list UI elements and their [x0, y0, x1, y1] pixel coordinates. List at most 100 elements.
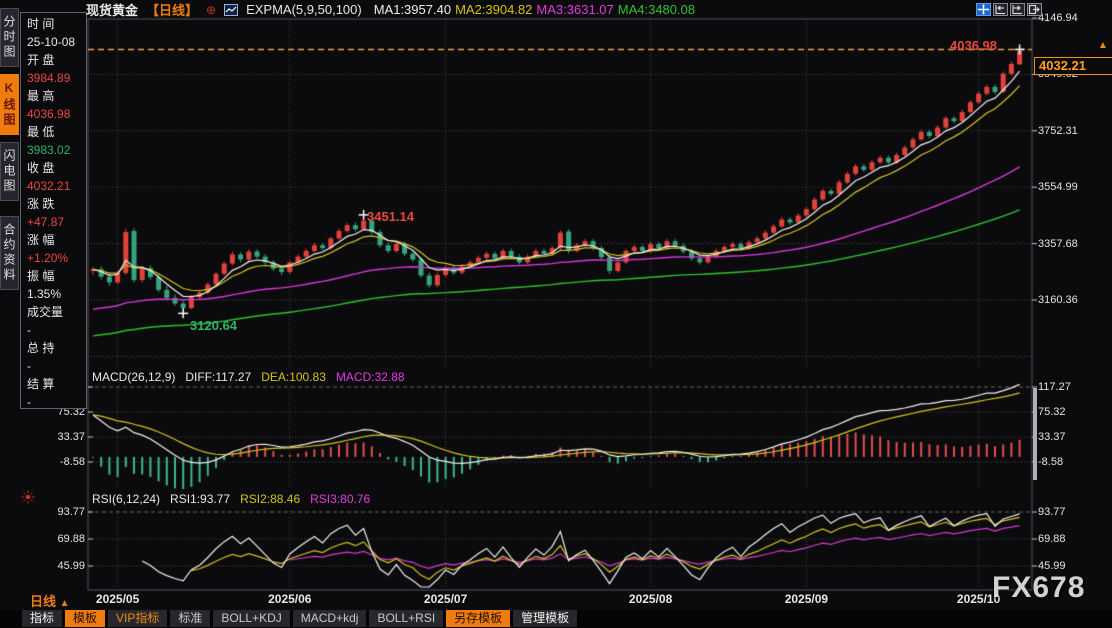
quote-value: 4032.21 [27, 179, 71, 193]
symbol-name: 现货黄金 [86, 3, 139, 18]
period-selector[interactable]: 日线 ▲ [30, 591, 70, 610]
quote-value: 3984.89 [27, 71, 71, 85]
toolbar-manage-template[interactable]: 管理模板 [513, 610, 578, 627]
quote-label: 涨 幅 [27, 233, 55, 247]
compress-left-icon[interactable] [993, 3, 1008, 16]
tab-intraday[interactable]: 分时图 [0, 8, 19, 67]
x-axis-month-label: 2025/08 [628, 592, 673, 606]
ma2-value: MA2:3904.82 [455, 2, 533, 17]
macd-axis-label: -8.58 [1038, 456, 1064, 468]
rsi1-value: RSI1:93.77 [170, 492, 231, 506]
quote-label: 振 幅 [27, 269, 55, 283]
watermark: FX678 [992, 571, 1086, 604]
x-axis-month-label: 2025/09 [784, 592, 829, 606]
macd-axis-label: 75.32 [1038, 406, 1066, 419]
rsi-axis-label: 45.99 [57, 560, 85, 572]
quote-value: 3983.02 [27, 143, 71, 157]
macd-pane-scrollbar[interactable] [1033, 388, 1037, 480]
x-axis-month-label: 2025/05 [95, 592, 140, 606]
price-axis-label: 3752.31 [1038, 124, 1078, 137]
swing-low-label: 3120.64 [190, 318, 237, 333]
period-selector-arrow-icon: ▲ [59, 598, 70, 609]
tab-kline[interactable]: K线图 [0, 74, 19, 135]
quote-value: 4036.98 [27, 107, 71, 121]
rsi-title: RSI(6,12,24) [92, 492, 161, 506]
mini-chart-icon[interactable] [224, 3, 239, 16]
quote-value: 1.35% [27, 287, 62, 301]
toolbar-indicators[interactable]: 指标 [22, 610, 63, 627]
tab-flash[interactable]: 闪电图 [0, 142, 19, 201]
macd-dea-value: DEA:100.83 [261, 370, 326, 384]
toolbar-boll-rsi[interactable]: BOLL+RSI [369, 610, 444, 627]
price-axis-label: 3357.68 [1038, 237, 1078, 250]
quote-label: 最 低 [27, 125, 55, 139]
rsi-axis-label: 69.88 [1038, 533, 1066, 545]
toolbar-boll-kdj[interactable]: BOLL+KDJ [213, 610, 290, 627]
toolbar-standard[interactable]: 标准 [170, 610, 211, 627]
rsi-axis-label: 93.77 [57, 506, 85, 518]
toolbar-vip-indicators[interactable]: VIP指标 [108, 610, 168, 627]
rsi3-value: RSI3:80.76 [310, 492, 371, 506]
price-axis-label: 4146.94 [1038, 12, 1078, 24]
quote-label: 开 盘 [27, 53, 55, 67]
rsi-label-row: RSI(6,12,24) RSI1:93.77 RSI2:88.46 RSI3:… [92, 492, 370, 506]
period-selector-label: 日线 [30, 594, 57, 609]
quote-label: 总 持 [27, 341, 55, 355]
quote-label: 涨 跌 [27, 197, 55, 211]
circle-plus-icon[interactable]: ⊕ [206, 2, 217, 17]
x-axis-month-label: 2025/10 [956, 592, 1001, 606]
ma3-value: MA3:3631.07 [536, 2, 614, 17]
indicator-label: EXPMA(5,9,50,100) [246, 2, 362, 17]
price-axis-label: 3160.36 [1038, 294, 1078, 306]
x-axis-month-label: 2025/06 [268, 592, 312, 606]
rsi2-value: RSI2:88.46 [240, 492, 301, 506]
quote-label: 收 盘 [27, 161, 55, 175]
macd-label-row: MACD(26,12,9) DIFF:117.27 DEA:100.83 MAC… [92, 370, 405, 384]
compress-right-icon[interactable] [1010, 3, 1025, 16]
macd-axis-label: 75.32 [57, 406, 85, 419]
top-bar: 现货黄金 【日线】 ⊕ EXPMA(5,9,50,100) MA1:3957.4… [86, 1, 695, 18]
macd-macd-value: MACD:32.88 [335, 370, 405, 384]
pan-right-icon[interactable] [1027, 3, 1042, 16]
macd-axis-label: 33.37 [1038, 431, 1066, 443]
quote-value: - [27, 359, 31, 373]
price-axis-label: 3554.99 [1038, 181, 1078, 194]
quote-label: 结 算 [27, 377, 55, 391]
period-tag: 【日线】 [146, 3, 199, 18]
session-high-label: 4036.98 [950, 38, 997, 53]
macd-axis-label: -8.58 [59, 456, 85, 468]
toolbar-save-template[interactable]: 另存模板 [446, 610, 511, 627]
macd-diff-value: DIFF:117.27 [185, 370, 252, 384]
quote-value: - [27, 323, 31, 337]
last-price-tag: 4032.21 [1034, 57, 1112, 75]
tab-contract-info[interactable]: 合约资料 [0, 216, 19, 290]
rsi-axis-label: 93.77 [1038, 506, 1066, 518]
price-up-arrow-icon: ▲ [1098, 40, 1108, 51]
macd-axis-label: 33.37 [57, 431, 85, 443]
quote-label: 成交量 [27, 305, 64, 319]
rsi-axis-label: 45.99 [1038, 560, 1066, 572]
left-tab-strip: 分时图 K线图闪电图合约资料 [0, 8, 19, 290]
quote-value: +1.20% [27, 251, 69, 265]
quote-label: 时 间 [27, 17, 55, 31]
quote-value: +47.87 [27, 215, 65, 229]
ma-values: MA1:3957.40 MA2:3904.82 MA3:3631.07 MA4:348… [370, 2, 695, 17]
macd-axis-label: 117.27 [1038, 381, 1071, 394]
rsi-axis-label: 69.88 [57, 533, 85, 545]
x-axis-month-label: 2025/07 [423, 592, 468, 606]
macd-title: MACD(26,12,9) [92, 370, 176, 384]
quote-label: 最 高 [27, 89, 55, 103]
quote-panel: 时 间 25-10-08 开 盘 3984.89 最 高 4036.98 最 低 3983.0… [20, 12, 87, 409]
toolbar-template[interactable]: 模板 [65, 610, 106, 627]
swing-high-label: 3451.14 [367, 209, 414, 224]
quote-value: - [27, 395, 31, 409]
ma4-value: MA4:3480.08 [617, 2, 696, 17]
toolbar-macd-kdj[interactable]: MACD+kdj [292, 610, 367, 627]
crosshair-icon[interactable] [976, 3, 991, 16]
bottom-toolbar: 指标 模板 VIP指标 标准 BOLL+KDJ MACD+kdj BOLL+RSI 另存模板管… [0, 610, 1112, 628]
ma1-value: MA1:3957.40 [373, 2, 452, 17]
chart-tool-icons [976, 3, 1042, 16]
quote-value: 25-10-08 [27, 35, 76, 49]
